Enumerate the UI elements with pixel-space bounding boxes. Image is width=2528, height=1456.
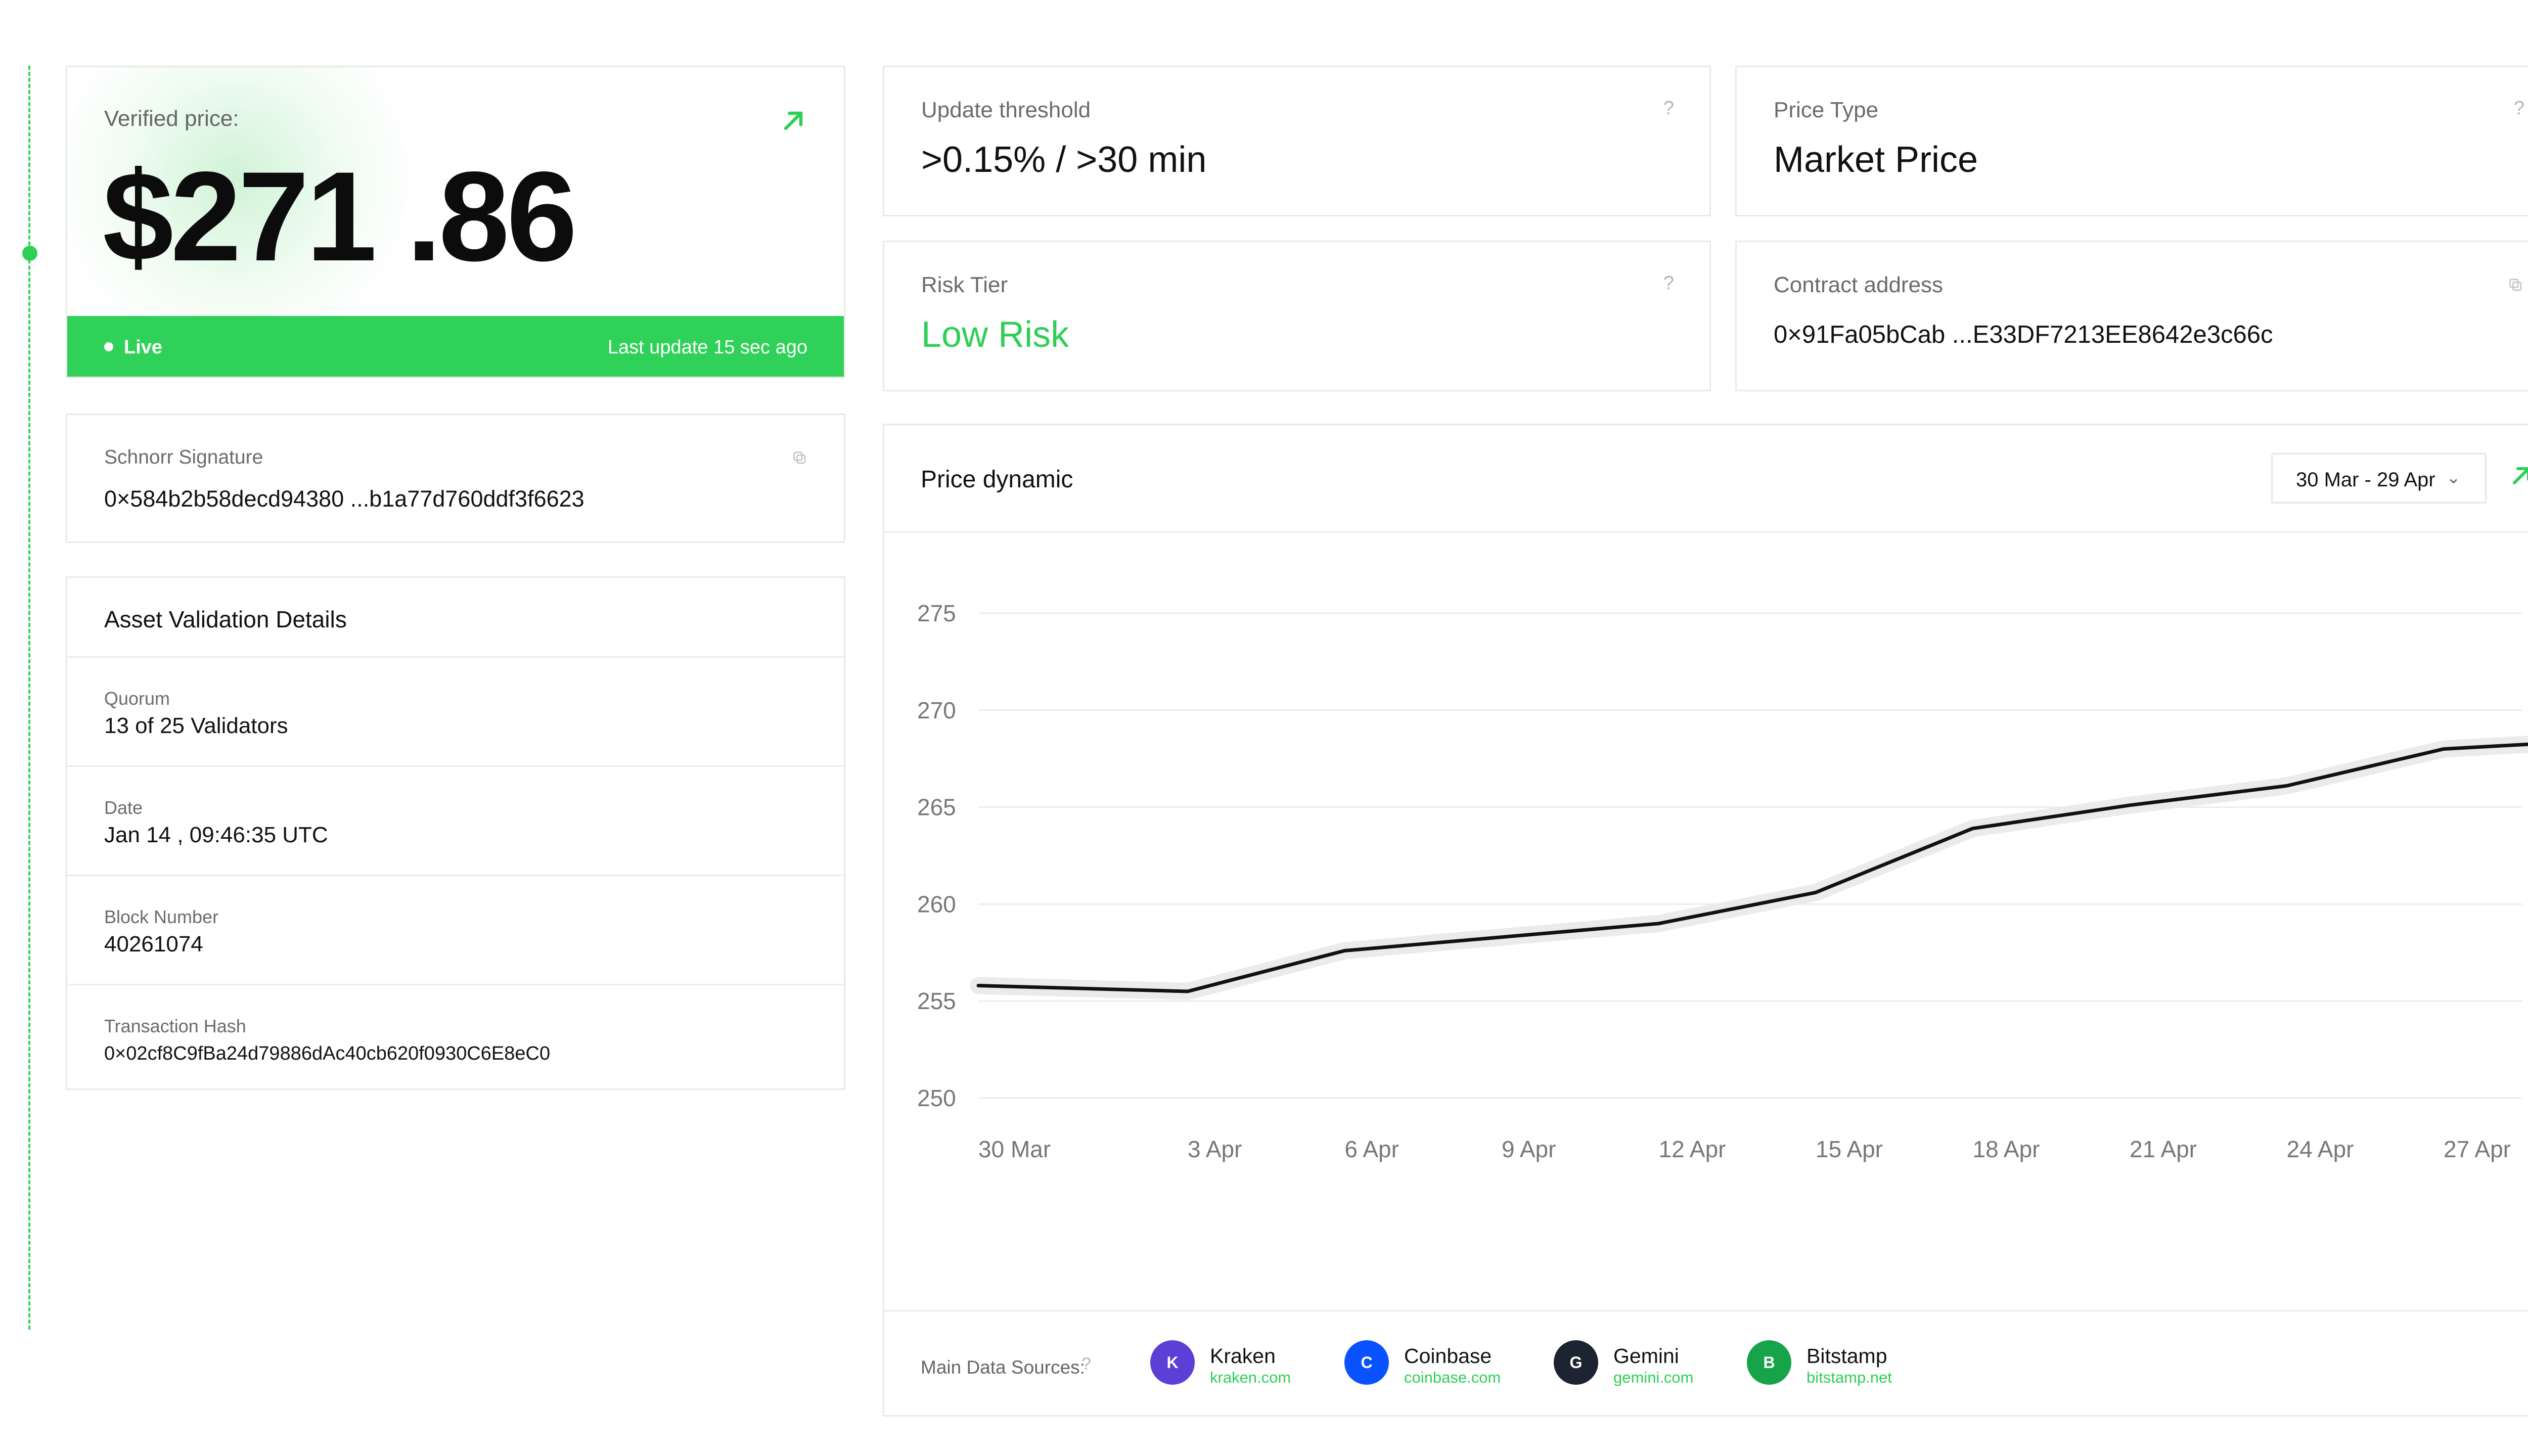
risk-tier-card: Risk Tier Low Risk ? (883, 241, 1711, 391)
x-tick-label: 15 Apr (1816, 1136, 1883, 1162)
help-icon[interactable]: ? (2513, 98, 2524, 119)
chevron-down-icon: ⌄ (2446, 468, 2461, 487)
data-point (2286, 785, 2287, 787)
asset-row-value: Jan 14 , 09:46:35 UTC (104, 823, 328, 847)
asset-row-quorum: Quorum 13 of 25 Validators (67, 656, 844, 765)
date-range-value: 30 Mar - 29 Apr (2296, 469, 2435, 491)
y-tick-label: 275 (917, 600, 956, 626)
contract-address-value: 0×91Fa05bCab ...E33DF7213EE8642e3c66c (1774, 321, 2273, 348)
price-chart: 250 255 260 265 270 275 30 Mar 3 Apr 6 Apr 9 Apr 1… (917, 600, 2528, 1162)
data-point (1187, 991, 1188, 992)
asset-validation-card: Asset Validation Details Quorum 13 of 25… (66, 576, 845, 1090)
x-tick-label: 18 Apr (1973, 1136, 2040, 1162)
source-url[interactable]: bitstamp.net (1807, 1369, 1892, 1386)
asset-row-transaction-hash: Transaction Hash 0×02cf8C9fBa24d79886dAc… (67, 984, 844, 1090)
chart-header-divider (884, 531, 2528, 533)
price-type-label: Price Type (1774, 98, 1879, 122)
help-icon[interactable]: ? (1663, 272, 1674, 294)
source-url[interactable]: coinbase.com (1404, 1369, 1501, 1386)
source-url[interactable]: kraken.com (1210, 1369, 1291, 1386)
source-name: Bitstamp (1807, 1344, 1887, 1368)
update-threshold-card: Update threshold >0.15% / >30 min ? (883, 66, 1711, 216)
y-tick-label: 250 (917, 1085, 956, 1111)
bitstamp-logo-icon: B (1747, 1340, 1791, 1385)
source-name: Coinbase (1404, 1344, 1492, 1368)
contract-address-label: Contract address (1774, 272, 1944, 297)
copy-icon[interactable] (791, 449, 808, 467)
x-tick-label: 21 Apr (2130, 1136, 2197, 1162)
data-point (1344, 950, 1345, 951)
chart-title: Price dynamic (921, 466, 1073, 493)
data-point (1815, 892, 1816, 893)
source-url[interactable]: gemini.com (1613, 1369, 1694, 1386)
live-dot-icon (104, 342, 113, 351)
y-tick-label: 270 (917, 697, 956, 723)
sources-divider (884, 1310, 2528, 1311)
y-tick-label: 265 (917, 794, 956, 821)
verified-price-value: $271 .86 (103, 146, 577, 288)
schnorr-value: 0×584b2b58decd94380 ...b1a77d760ddf3f662… (104, 486, 584, 512)
update-threshold-label: Update threshold (921, 98, 1091, 122)
coinbase-logo-icon: C (1344, 1340, 1389, 1385)
asset-row-label: Date (104, 797, 143, 818)
asset-row-label: Transaction Hash (104, 1016, 246, 1036)
asset-row-block-number: Block Number 40261074 (67, 875, 844, 984)
schnorr-label: Schnorr Signature (104, 446, 263, 468)
last-update-text: Last update 15 sec ago (607, 337, 807, 358)
x-tick-label: 24 Apr (2287, 1136, 2354, 1162)
external-arrow-icon[interactable] (2507, 462, 2528, 490)
asset-row-label: Quorum (104, 688, 170, 709)
date-range-select[interactable]: 30 Mar - 29 Apr ⌄ (2271, 453, 2487, 504)
x-tick-label: 6 Apr (1345, 1136, 1399, 1162)
verified-price-label: Verified price: (104, 106, 239, 131)
x-tick-label: 9 Apr (1502, 1136, 1556, 1162)
schnorr-signature-card: Schnorr Signature 0×584b2b58decd94380 ..… (66, 414, 845, 543)
y-tick-label: 260 (917, 891, 956, 917)
price-dynamic-card: Price dynamic 30 Mar - 29 Apr ⌄ 250 255 26… (883, 424, 2528, 1417)
live-status-bar: Live Last update 15 sec ago (67, 316, 844, 377)
live-status-text: Live (124, 337, 163, 358)
data-point (2129, 804, 2130, 806)
asset-row-label: Block Number (104, 906, 219, 927)
risk-tier-value: Low Risk (921, 314, 1069, 355)
price-type-card: Price Type Market Price ? (1735, 66, 2528, 216)
series-band (970, 736, 2528, 1000)
sources-label: Main Data Sources: (921, 1357, 1085, 1378)
update-threshold-value: >0.15% / >30 min (921, 140, 1207, 180)
asset-row-value: 0×02cf8C9fBa24d79886dAc40cb620f0930C6E8e… (104, 1043, 551, 1064)
source-name: Kraken (1210, 1344, 1276, 1368)
risk-tier-label: Risk Tier (921, 272, 1008, 297)
x-tick-label: 12 Apr (1659, 1136, 1726, 1162)
contract-address-card: Contract address 0×91Fa05bCab ...E33DF72… (1735, 241, 2528, 391)
data-point (1972, 828, 1973, 829)
x-tick-label: 27 Apr (2444, 1136, 2511, 1162)
timeline-line (28, 66, 30, 1330)
gemini-logo-icon: G (1554, 1340, 1598, 1385)
data-point (978, 985, 979, 986)
data-point (1501, 936, 1502, 938)
x-tick-label: 3 Apr (1188, 1136, 1242, 1162)
asset-validation-title: Asset Validation Details (104, 606, 347, 632)
kraken-logo-icon: K (1150, 1340, 1195, 1385)
help-icon[interactable]: ? (1081, 1354, 1091, 1374)
data-point (1658, 923, 1659, 924)
copy-icon[interactable] (2507, 277, 2524, 294)
verified-price-card: Verified price: $271 .86 Live Last updat… (66, 66, 845, 378)
data-point (2443, 748, 2444, 750)
y-tick-label: 255 (917, 988, 956, 1014)
price-type-value: Market Price (1774, 140, 1978, 180)
source-name: Gemini (1613, 1344, 1679, 1368)
external-arrow-icon[interactable] (778, 106, 808, 136)
asset-row-date: Date Jan 14 , 09:46:35 UTC (67, 765, 844, 875)
x-tick-label: 30 Mar (978, 1136, 1051, 1162)
asset-row-value: 40261074 (104, 932, 203, 957)
timeline-dot (22, 246, 37, 261)
help-icon[interactable]: ? (1663, 98, 1674, 119)
asset-row-value: 13 of 25 Validators (104, 713, 288, 738)
